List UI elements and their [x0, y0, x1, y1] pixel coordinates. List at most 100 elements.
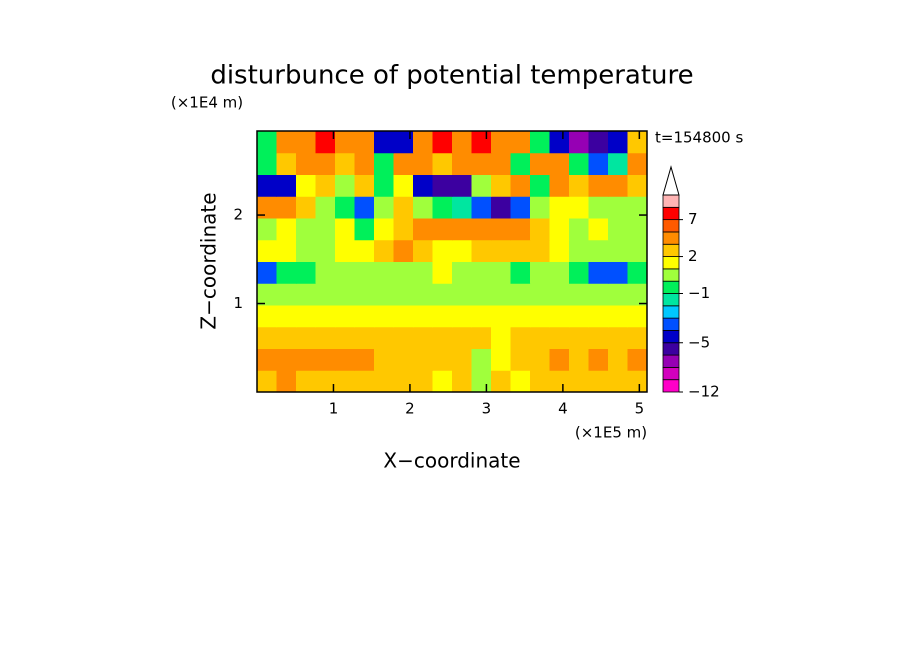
contour-cell [452, 196, 472, 219]
colorbar-swatch [662, 342, 680, 356]
contour-cell [608, 261, 628, 284]
contour-cell [374, 196, 394, 219]
contour-cell [354, 174, 375, 197]
contour-cell [296, 305, 316, 328]
contour-cell [549, 174, 570, 197]
contour-cell [569, 174, 589, 197]
contour-cell [452, 305, 472, 328]
contour-cell [471, 370, 492, 393]
contour-cell [627, 283, 648, 306]
contour-cell [608, 348, 628, 371]
contour-cell [588, 326, 609, 349]
contour-cell [471, 283, 492, 306]
contour-cell [276, 131, 297, 154]
contour-cell [354, 152, 375, 175]
contour-cell [608, 305, 628, 328]
contour-cell [452, 131, 472, 154]
contour-cell [315, 239, 336, 262]
contour-cell [413, 305, 433, 328]
contour-cell [413, 152, 433, 175]
colorbar-swatch [662, 354, 680, 368]
colorbar-label: 2 [688, 247, 698, 265]
contour-cell [510, 174, 531, 197]
contour-cell [510, 261, 531, 284]
contour-cell [374, 261, 394, 284]
contour-cell [549, 152, 570, 175]
y-axis-title: Z−coordinate [197, 192, 221, 329]
contour-cell [257, 174, 277, 197]
contour-cell [588, 174, 609, 197]
contour-cell [335, 348, 355, 371]
contour-cell [296, 348, 316, 371]
contour-cell [413, 239, 433, 262]
contour-cell [432, 370, 453, 393]
plot-frame [256, 130, 648, 393]
contour-cell [549, 305, 570, 328]
contour-cell [491, 261, 511, 284]
contour-cell [627, 152, 648, 175]
contour-cell [393, 305, 414, 328]
x-tick-label: 1 [329, 400, 339, 418]
contour-cell [393, 174, 414, 197]
contour-cell [491, 326, 511, 349]
contour-cell [335, 196, 355, 219]
contour-cell [413, 348, 433, 371]
contour-cell [335, 218, 355, 241]
contour-cell [257, 348, 277, 371]
contour-cell [627, 348, 648, 371]
contour-cell [432, 152, 453, 175]
contour-cell [608, 196, 628, 219]
contour-cell [549, 196, 570, 219]
contour-cell [432, 261, 453, 284]
contour-cell [432, 283, 453, 306]
contour-cell [354, 239, 375, 262]
colorbar-swatch [662, 231, 680, 245]
contour-cell [257, 283, 277, 306]
contour-cell [374, 370, 394, 393]
colorbar-swatch [662, 305, 680, 319]
contour-cell [315, 218, 336, 241]
contour-cell [452, 348, 472, 371]
contour-cell [491, 370, 511, 393]
contour-cell [491, 283, 511, 306]
contour-cell [471, 174, 492, 197]
contour-cell [471, 152, 492, 175]
contour-cell [627, 196, 648, 219]
colorbar-label: −1 [688, 284, 710, 302]
colorbar-swatch [662, 268, 680, 282]
contour-cell [296, 152, 316, 175]
contour-cell [432, 196, 453, 219]
contour-cell [452, 218, 472, 241]
contour-cell [452, 239, 472, 262]
colorbar-swatch [662, 330, 680, 344]
contour-cell [608, 239, 628, 262]
contour-cell [296, 261, 316, 284]
contour-cell [432, 239, 453, 262]
contour-cell [413, 326, 433, 349]
contour-cell [608, 370, 628, 393]
contour-cell [276, 326, 297, 349]
contour-cell [588, 261, 609, 284]
contour-cell [510, 326, 531, 349]
contour-cell [608, 218, 628, 241]
contour-cell [530, 174, 550, 197]
contour-cell [432, 218, 453, 241]
contour-cell [257, 326, 277, 349]
contour-cell [276, 283, 297, 306]
contour-cell [549, 131, 570, 154]
contour-cell [627, 326, 648, 349]
contour-cell [608, 283, 628, 306]
contour-cell [335, 261, 355, 284]
contour-cell [627, 218, 648, 241]
contour-cell [491, 305, 511, 328]
contour-cell [452, 152, 472, 175]
contour-cell [393, 348, 414, 371]
contour-cell [452, 174, 472, 197]
contour-cell [549, 348, 570, 371]
contour-cell [549, 239, 570, 262]
contour-cell [588, 305, 609, 328]
colorbar-swatch [662, 206, 680, 221]
contour-cell [588, 283, 609, 306]
colorbar-swatch [662, 219, 680, 233]
contour-cell [276, 305, 297, 328]
